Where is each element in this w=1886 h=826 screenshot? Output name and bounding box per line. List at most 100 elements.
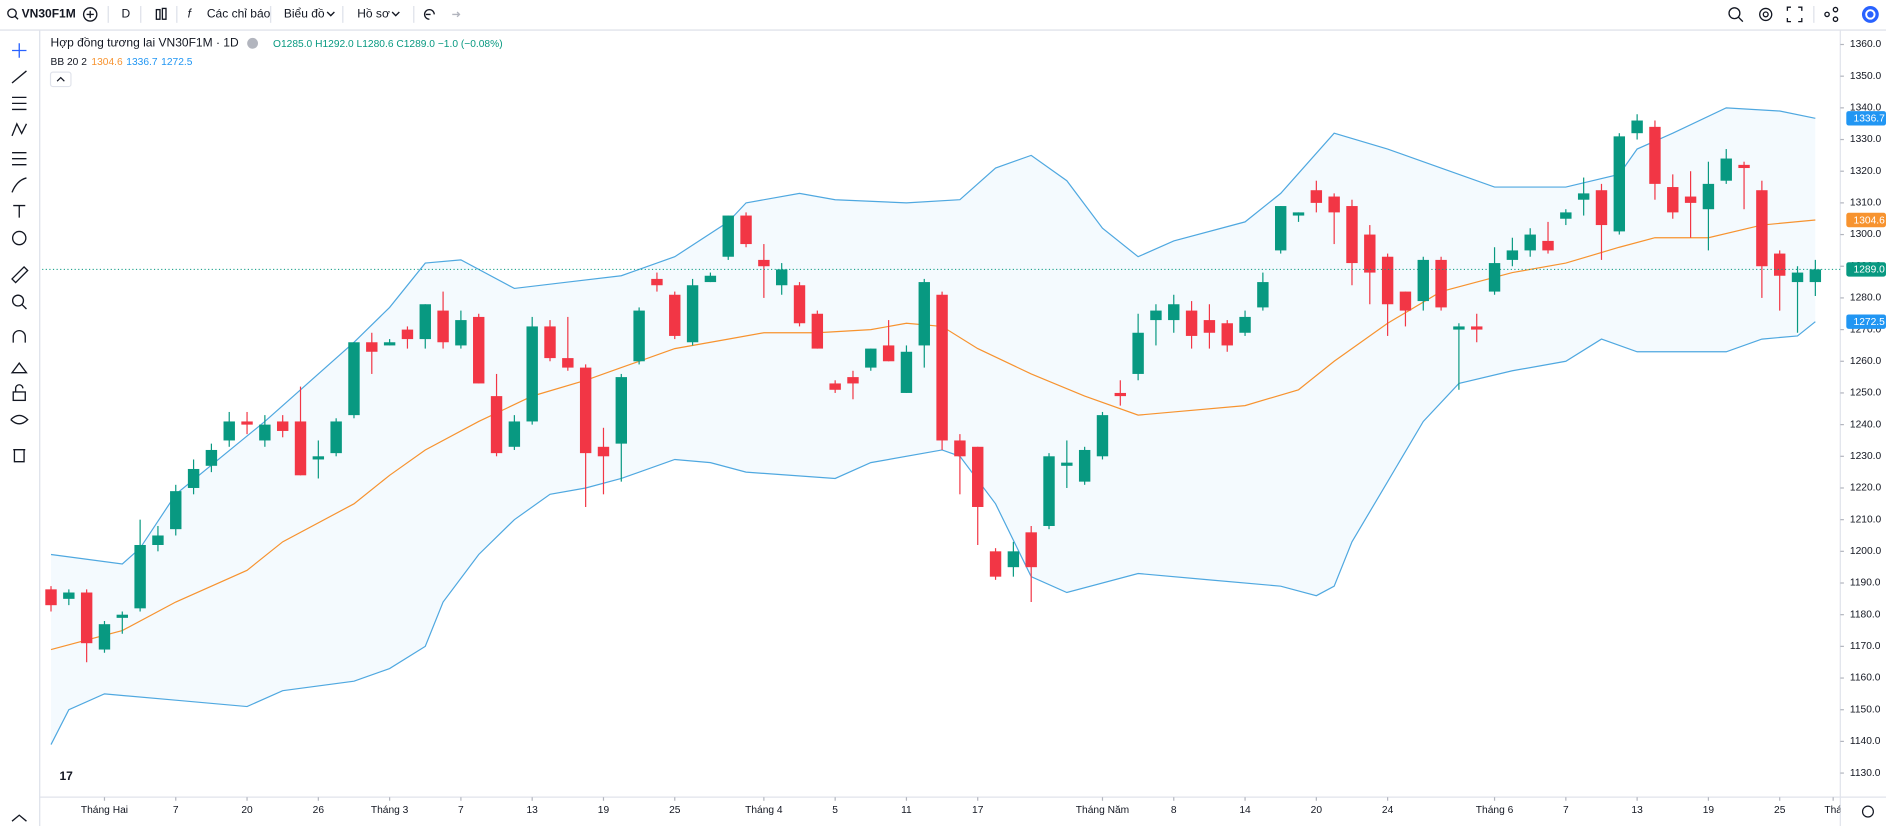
brush-tool[interactable] <box>11 177 27 193</box>
legend-bb-middle: 1304.6 <box>91 57 123 68</box>
quick-search[interactable] <box>1728 7 1741 20</box>
x-tick-label: 25 <box>1774 805 1786 816</box>
search-icon[interactable] <box>7 8 17 19</box>
candle-body <box>508 421 521 447</box>
candle-body <box>758 259 770 267</box>
y-tick-label: 1160.0 <box>1850 673 1881 684</box>
y-tick-label: 1340.0 <box>1850 103 1882 114</box>
candle-body <box>900 351 913 393</box>
candle-body <box>829 383 841 390</box>
candle-body <box>1667 187 1679 213</box>
crosshair-tool[interactable] <box>12 43 27 58</box>
candle-body <box>63 592 75 599</box>
chart-button[interactable]: Biểu đồ <box>284 7 325 21</box>
hide-tool[interactable] <box>10 414 29 425</box>
candle-body <box>775 269 788 286</box>
redo[interactable] <box>452 11 461 18</box>
candle-body <box>401 329 414 340</box>
x-tick-label: Tháng Năm <box>1076 805 1129 816</box>
plot <box>42 107 1841 745</box>
zoom-tool[interactable] <box>11 294 25 307</box>
x-tick-label: 19 <box>598 805 610 816</box>
interval[interactable]: D <box>121 7 130 21</box>
y-tick-label: 1240.0 <box>1850 419 1882 430</box>
x-tick-label: 7 <box>458 805 464 816</box>
text-tool[interactable] <box>13 204 26 218</box>
x-tick-label: Thá <box>1824 805 1842 816</box>
candle-body <box>1791 272 1804 283</box>
line-tool[interactable] <box>11 70 27 84</box>
candle-body <box>1096 415 1109 457</box>
candle-body <box>1399 291 1412 311</box>
candle-body <box>45 589 57 606</box>
legend-title: Hợp đồng tương lai VN30F1M · 1D <box>51 35 239 49</box>
add-symbol[interactable] <box>82 7 98 22</box>
profile-button[interactable]: Hồ sơ <box>357 7 390 21</box>
settings[interactable] <box>1759 7 1773 22</box>
delete-tool[interactable] <box>13 449 26 463</box>
candle-body <box>1239 316 1251 333</box>
x-tick-label: 19 <box>1703 805 1715 816</box>
y-tick-label: 1170.0 <box>1850 641 1881 652</box>
indicators-button[interactable]: Các chỉ báo <box>207 7 271 21</box>
candle-body <box>793 285 806 324</box>
candle-body <box>294 421 307 476</box>
candle-body <box>455 320 467 346</box>
share[interactable] <box>1824 11 1830 18</box>
candle-body <box>1310 190 1323 203</box>
candle-body <box>1453 326 1465 330</box>
x-tick-label: 24 <box>1382 805 1394 816</box>
price-tag-label: 1272.5 <box>1854 317 1886 328</box>
x-tick-label: 11 <box>901 805 912 816</box>
candle-body <box>865 348 877 368</box>
axis-settings[interactable] <box>1861 805 1874 818</box>
legend-bb-lower: 1272.5 <box>161 57 193 68</box>
candle-body <box>1631 120 1643 134</box>
projection-tool[interactable] <box>12 152 27 166</box>
candle-body <box>633 310 645 362</box>
candle-body <box>1613 136 1626 232</box>
candle-body <box>98 624 111 650</box>
pattern-tool[interactable] <box>11 122 28 137</box>
collapse-toolbar[interactable] <box>11 814 27 822</box>
candle-body <box>1435 259 1447 308</box>
candle-body <box>348 342 360 416</box>
candle-body <box>1043 456 1055 526</box>
y-tick-label: 1140.0 <box>1850 736 1881 747</box>
magnet-tool[interactable] <box>12 329 26 343</box>
candle-body <box>1257 282 1269 308</box>
candle-body <box>259 424 271 441</box>
candle-body <box>1738 164 1750 169</box>
fullscreen[interactable] <box>1786 6 1803 23</box>
collapse-legend[interactable] <box>49 71 72 88</box>
price-axis: 1360.0 1350.0 1340.0 1330.0 1320.0 1310.0 1300… <box>1840 39 1886 779</box>
candle-body <box>383 342 396 346</box>
candle-body <box>1649 126 1661 184</box>
lock-tool[interactable] <box>12 391 26 402</box>
x-tick-label: Tháng 4 <box>745 805 783 816</box>
x-tick-label: 13 <box>1631 805 1643 816</box>
candle-body <box>116 614 128 618</box>
band-upper <box>50 107 1816 565</box>
candle-body <box>1150 310 1162 321</box>
y-tick-label: 1270.0 <box>1850 324 1882 335</box>
account[interactable] <box>1861 6 1879 23</box>
x-tick-label: 14 <box>1239 805 1251 816</box>
candle-type[interactable] <box>155 8 161 20</box>
fib-tool[interactable] <box>12 96 27 111</box>
stay-drawing[interactable] <box>10 362 28 374</box>
candle-body <box>1292 212 1305 216</box>
band-lower <box>50 321 1816 745</box>
measure-tool[interactable] <box>11 265 29 284</box>
candle-body <box>740 215 752 245</box>
undo[interactable] <box>423 8 435 20</box>
icon-tool[interactable] <box>11 230 27 246</box>
candle-body <box>1007 551 1020 568</box>
symbol[interactable]: VN30F1M <box>22 7 76 21</box>
candle-body <box>1471 326 1483 330</box>
candle-body <box>1328 196 1340 213</box>
candle-body <box>490 396 503 454</box>
legend-bb-upper: 1336.7 <box>126 57 158 68</box>
y-tick-label: 1350.0 <box>1850 71 1882 82</box>
top-toolbar <box>0 6 1886 31</box>
